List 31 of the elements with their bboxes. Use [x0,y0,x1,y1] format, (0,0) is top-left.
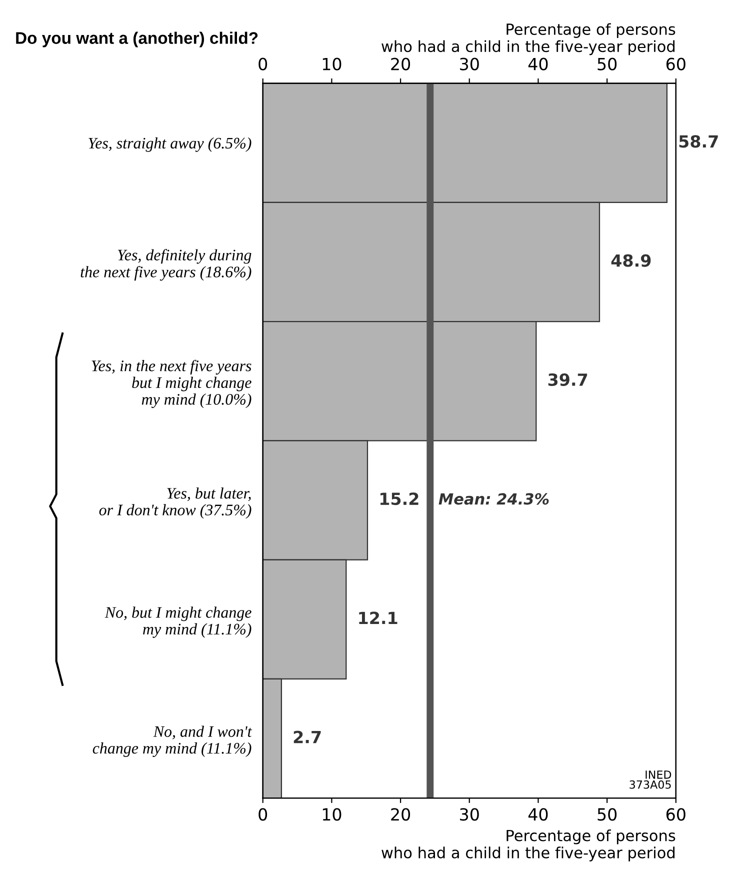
y-tick-label: No, but I might change my mind (11.1%) [104,606,252,638]
annotation: INED 373A05 [630,770,672,789]
x2-tick-label: 10 [322,58,342,70]
data-label: 39.7 [548,373,588,386]
x-tick-label: 20 [391,808,410,821]
x2-axis-title: Percentage of persons who had a child in the five-year period [382,23,676,56]
x2-tick-label: 0 [258,58,268,70]
x-tick-label: 0 [258,808,268,821]
y-tick-label: Yes, definitely during the next five years (18.6%) [80,249,252,281]
y-tick-label: No, and I won't change my mind (11.1%) [92,726,252,757]
x2-tick-label: 40 [528,58,548,70]
y-tick-label: Yes, in the next five years but I might change my mind (10.0%) [92,360,252,408]
x-tick-label: 40 [528,808,548,821]
x-tick-label: 60 [666,808,686,821]
x2-tick-label: 20 [391,58,410,70]
data-label: 12.1 [359,612,398,624]
data-label: 48.9 [611,254,651,267]
data-label: 2.7 [294,730,321,744]
data-label: 58.7 [679,135,718,148]
y-tick-label: Yes, but later, or I don't know (37.5%) [99,487,252,519]
y-tick-label: Yes, straight away (6.5%) [88,137,252,152]
chart-title: Do you want a (another) child? [16,32,258,48]
x2-tick-label: 50 [598,58,617,70]
x-tick-label: 50 [598,808,617,821]
x2-tick-label: 30 [460,58,479,70]
x2-tick-label: 60 [666,58,686,70]
data-label: 15.2 [380,492,418,506]
x-tick-label: 30 [460,808,479,821]
ref-line-label: Mean: 24.3% [438,493,549,505]
x-tick-label: 10 [322,808,342,821]
x-axis-title: Percentage of persons who had a child in the five-year period [382,829,676,862]
